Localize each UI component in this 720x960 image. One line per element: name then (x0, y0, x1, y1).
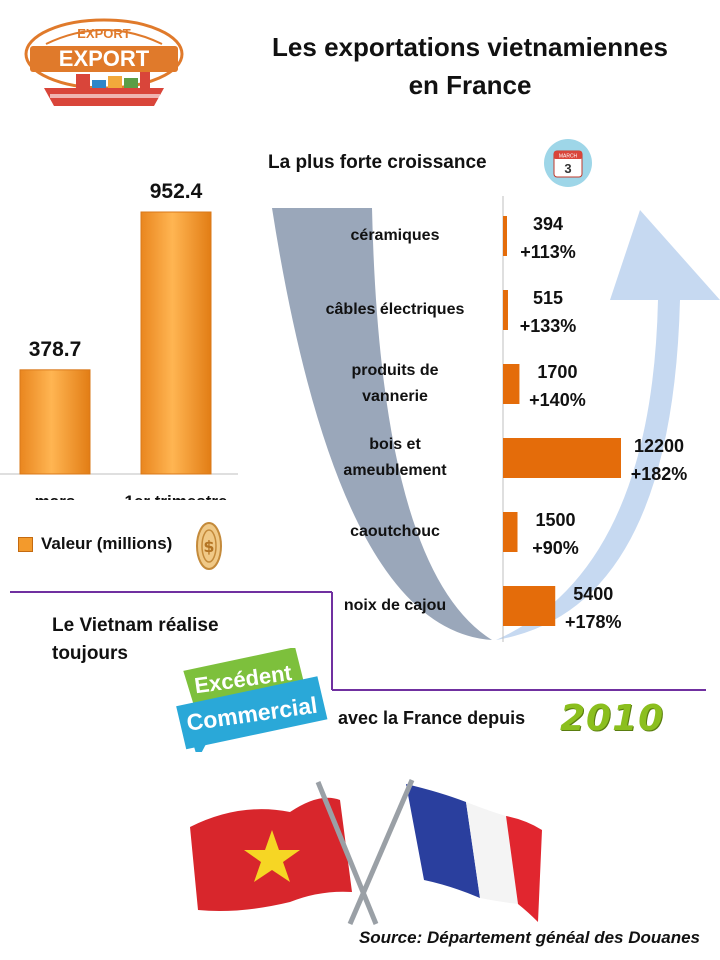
product-category-label: caoutchouc (350, 523, 440, 540)
logo-main-text: EXPORT (59, 46, 150, 71)
product-bar-5 (503, 586, 556, 626)
divider-lines (10, 591, 706, 691)
product-category-label: produits de vannerie (351, 362, 439, 405)
title-line-2: en France (408, 70, 532, 100)
vietnam-flag-pole (315, 781, 379, 925)
product-category-label: câbles électriques (325, 301, 465, 318)
product-growth-label: +182% (631, 464, 688, 484)
chart-legend: Valeur (millions) (18, 534, 172, 554)
export-logo: EXPORT EXPORT (14, 14, 194, 114)
title-line-1: Les exportations vietnamiennes (272, 32, 668, 62)
product-bar-2 (503, 364, 520, 404)
product-growth-label: +140% (529, 390, 586, 410)
page-title: Les exportations vietnamiennes en France (240, 28, 700, 104)
growth-arrow-graphic (272, 208, 720, 640)
monthly-bar-chart: 378.7 mars 952.4 1er trimestre (0, 180, 238, 500)
france-flag-pole (347, 779, 415, 925)
calendar-day: 3 (564, 161, 571, 176)
product-growth-label: +90% (532, 538, 579, 558)
statement-line-2: toujours (52, 643, 128, 664)
grey-curved-arrow (272, 208, 492, 640)
product-value-label: 5400 (573, 584, 613, 604)
bar-value-label: 952.4 (150, 180, 203, 203)
year-label: 2010 (560, 698, 665, 739)
product-bar-4 (503, 512, 518, 552)
product-bar-1 (503, 290, 508, 330)
source-note: Source: Département généal des Douanes (358, 928, 700, 947)
product-bar-3 (503, 438, 621, 478)
legend-swatch (18, 536, 33, 552)
product-value-label: 1500 (535, 510, 575, 530)
logo-top-text: EXPORT (77, 26, 131, 41)
calendar-icon: MARCH 3 (543, 138, 593, 188)
category-label: mars (35, 492, 76, 500)
product-growth-label: +113% (520, 242, 576, 262)
chart-subtitle: La plus forte croissance (268, 152, 487, 173)
product-growth-label: +133% (520, 316, 577, 336)
bar-1 (140, 211, 212, 475)
trade-surplus-badge: Excédent Commercial (170, 647, 328, 760)
product-category-label: céramiques (350, 227, 440, 244)
bar-0 (19, 369, 91, 475)
category-label: 1er trimestre (124, 492, 227, 500)
svg-text:$: $ (203, 537, 214, 556)
crossed-flags-image (180, 772, 550, 932)
product-category-label: noix de cajou (343, 597, 447, 614)
product-value-label: 394 (533, 214, 563, 234)
statement-text: Le Vietnam réalise toujours (52, 612, 219, 668)
product-category-label: bois et ameublement (343, 436, 447, 479)
statement-tail: avec la France depuis (338, 708, 526, 728)
calendar-month: MARCH (559, 154, 578, 160)
coin-icon: $ (196, 521, 222, 571)
product-value-label: 515 (533, 288, 563, 308)
statement-line-1: Le Vietnam réalise (52, 615, 219, 636)
legend-label: Valeur (millions) (41, 534, 173, 553)
france-flag (406, 784, 542, 922)
product-value-label: 12200 (634, 436, 684, 456)
product-value-label: 1700 (537, 362, 577, 382)
vietnam-flag (190, 797, 352, 911)
bar-value-label: 378.7 (29, 338, 82, 361)
blue-up-arrow (496, 210, 720, 640)
product-bar-0 (503, 216, 507, 256)
product-growth-label: +178% (565, 612, 622, 632)
product-bar-chart: 394 +113% 515 +133% 1700 +140% 12200 +182% 1500 +… (502, 196, 688, 642)
